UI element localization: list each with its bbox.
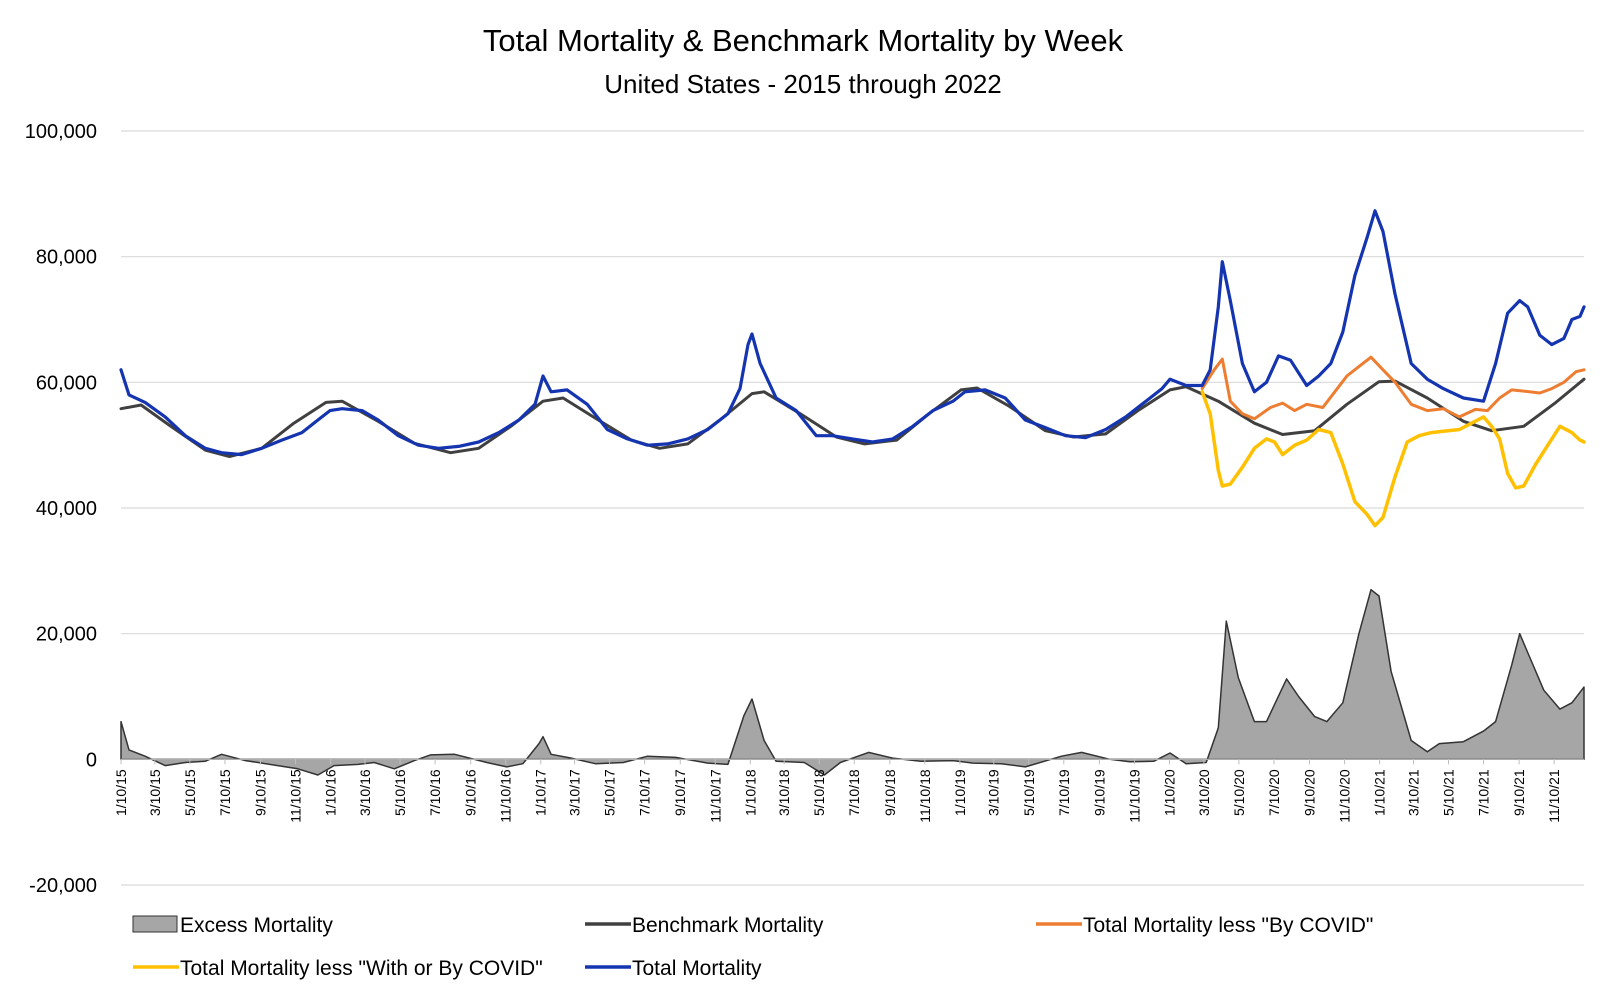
chart-subtitle: United States - 2015 through 2022 [604,69,1002,99]
x-tick-label: 3/10/16 [357,769,373,816]
x-tick-label: 11/10/18 [917,769,933,823]
x-tick-label: 3/10/21 [1406,769,1422,816]
x-tick-label: 9/10/18 [882,769,898,816]
x-tick-label: 3/10/15 [147,769,163,816]
y-tick-label: 0 [86,749,97,771]
x-tick-label: 9/10/16 [463,769,479,816]
legend-label: Benchmark Mortality [632,914,824,937]
legend-swatch [132,915,178,933]
x-tick-label: 1/10/16 [323,769,339,816]
x-tick-label: 11/10/16 [498,769,514,823]
x-tick-label: 9/10/20 [1302,769,1318,816]
total-mortality-less-by-covid-line [1200,355,1586,421]
x-tick-label: 1/10/18 [742,769,758,816]
x-tick-label: 7/10/20 [1266,769,1282,816]
y-tick-label: 80,000 [36,247,97,269]
x-tick-label: 1/10/21 [1372,769,1388,816]
legend: Excess Mortality Benchmark Mortality Total… [132,914,1373,980]
line-series-layer [119,209,1586,528]
x-tick-label: 5/10/19 [1021,769,1037,816]
x-tick-label: 5/10/20 [1231,769,1247,816]
x-tick-label: 7/10/19 [1056,769,1072,816]
legend-label: Total Mortality less "By COVID" [1083,914,1373,937]
x-tick-label: 5/10/18 [811,769,827,816]
x-tick-label: 1/10/15 [113,769,129,816]
legend-label: Total Mortality less "With or By COVID" [180,957,543,980]
x-tick-label: 3/10/17 [567,769,583,816]
x-tick-label: 5/10/21 [1441,769,1457,816]
x-tick-label: 5/10/15 [182,769,198,816]
y-tick-label: 100,000 [25,121,97,143]
total-mortality-less-with-or-by-covid-line [1200,390,1586,528]
x-tick-label: 3/10/20 [1196,769,1212,816]
legend-label: Excess Mortality [180,914,333,937]
y-tick-label: -20,000 [29,875,97,897]
x-tick-label: 9/10/15 [253,769,269,816]
x-tick-label: 9/10/21 [1511,769,1527,816]
chart-title: Total Mortality & Benchmark Mortality by… [483,23,1124,58]
x-tick-label: 3/10/18 [776,769,792,816]
x-tick-label: 1/10/17 [533,769,549,816]
x-tick-label: 7/10/17 [637,769,653,816]
x-tick-label: 11/10/20 [1337,769,1353,823]
y-tick-label: 20,000 [36,624,97,646]
x-tick-label: 11/10/19 [1126,769,1142,823]
x-tick-label: 11/10/21 [1546,769,1562,823]
benchmark-mortality-line [119,377,1586,458]
x-tick-label: 9/10/17 [672,769,688,816]
excess-mortality-area [120,588,1585,776]
x-tick-label: 5/10/16 [392,769,408,816]
x-tick-label: 11/10/17 [707,769,723,823]
y-tick-label: 40,000 [36,498,97,520]
x-tick-label: 1/10/20 [1161,769,1177,816]
total-mortality-line [119,209,1586,457]
x-tick-label: 9/10/19 [1091,769,1107,816]
x-tick-label: 7/10/15 [217,769,233,816]
y-tick-label: 60,000 [36,372,97,394]
y-axis-ticks: -20,000 0 20,000 40,000 60,000 80,000 100,000 [25,121,97,897]
x-tick-label: 7/10/16 [427,769,443,816]
x-tick-label: 3/10/19 [986,769,1002,816]
x-tick-label: 1/10/19 [952,769,968,816]
x-axis-ticks: 1/10/15 3/10/15 5/10/15 7/10/15 9/10/15 11/10… [113,759,1562,823]
legend-label: Total Mortality [632,957,762,980]
x-tick-label: 5/10/17 [602,769,618,816]
area-series-layer [120,588,1585,776]
x-tick-label: 11/10/15 [288,769,304,823]
x-tick-label: 7/10/18 [846,769,862,816]
x-tick-label: 7/10/21 [1476,769,1492,816]
